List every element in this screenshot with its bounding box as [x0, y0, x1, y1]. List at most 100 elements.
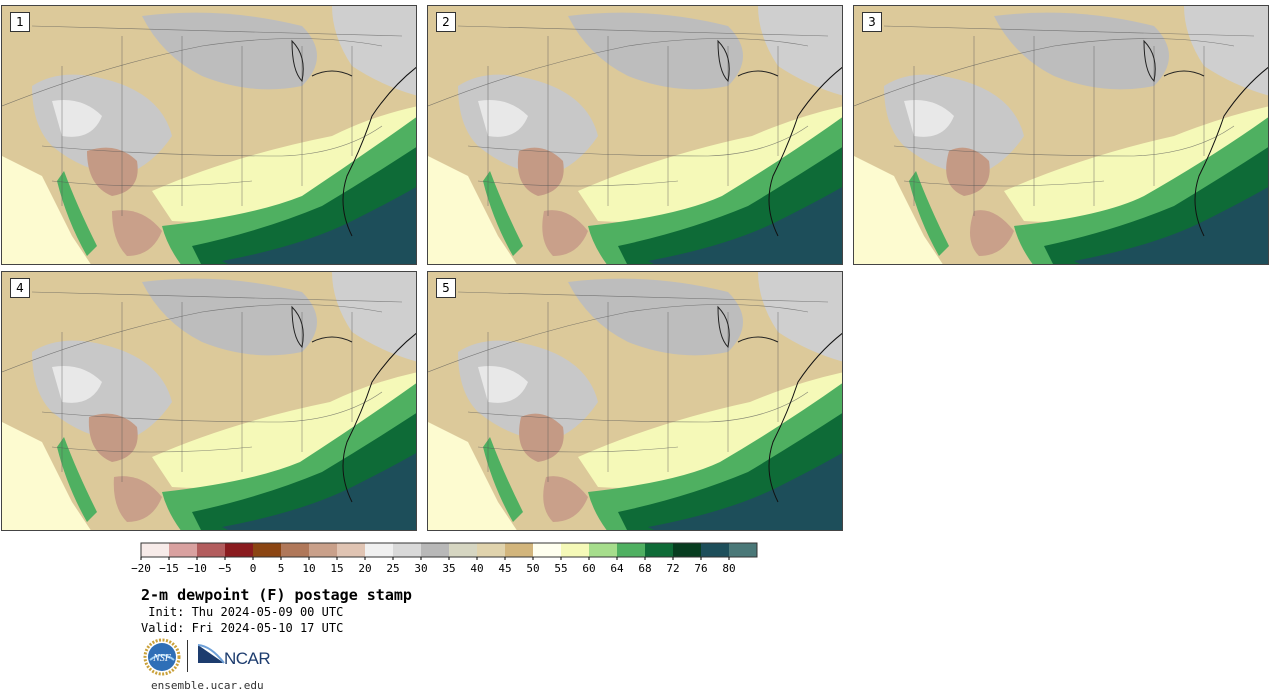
desert-southwest-region — [87, 147, 138, 196]
dry-northeast-region — [758, 6, 842, 96]
pacific-ocean-region — [2, 156, 91, 264]
colorbar-tick-label: 0 — [250, 562, 257, 575]
colorbar-tick-label: −15 — [159, 562, 179, 575]
init-time: Init: Thu 2024-05-09 00 UTC — [141, 605, 344, 619]
colorbar-tick-label: 10 — [302, 562, 315, 575]
dry-northeast-region — [332, 6, 416, 96]
east-coastline — [768, 332, 842, 503]
mexico-plateau-region — [970, 210, 1014, 256]
colorbar-tick-label: 68 — [638, 562, 651, 575]
colorbar-swatch — [393, 543, 421, 557]
colorbar-swatch — [561, 543, 589, 557]
dry-northeast-region — [332, 272, 416, 362]
colorbar-tick-label: 5 — [278, 562, 285, 575]
colorbar-swatch — [169, 543, 197, 557]
colorbar-swatch — [617, 543, 645, 557]
dewpoint-map — [428, 272, 842, 530]
state-border — [903, 180, 1105, 187]
colorbar-swatch — [197, 543, 225, 557]
dry-north-region — [568, 12, 743, 90]
postage-stamp-map-2: 2 — [427, 5, 843, 265]
mexico-plateau-region — [542, 210, 588, 256]
member-label-5: 5 — [436, 278, 456, 298]
colorbar-tick-label: 25 — [386, 562, 399, 575]
colorbar-tick-label: 60 — [582, 562, 595, 575]
state-border — [893, 125, 1235, 157]
baja-coast-region — [57, 437, 97, 522]
postage-stamp-map-1: 1 — [1, 5, 417, 265]
dewpoint-map — [2, 6, 416, 264]
nsf-logo-icon: NSF — [143, 638, 181, 676]
east-coastline — [768, 66, 842, 237]
desert-southwest-region — [946, 147, 990, 196]
lake-erie-outline — [737, 70, 779, 77]
dry-west-region — [884, 74, 1024, 176]
colorbar-tick-label: 45 — [498, 562, 511, 575]
ncar-logo-icon — [197, 644, 225, 664]
very-dry-region — [52, 366, 102, 403]
baja-coast-region — [909, 171, 949, 256]
state-border — [477, 446, 679, 453]
postage-stamp-map-4: 4 — [1, 271, 417, 531]
state-border — [51, 446, 253, 453]
great-lakes-outline — [717, 39, 730, 83]
great-lakes-outline — [1143, 39, 1156, 83]
dry-northeast-region — [758, 272, 842, 362]
desert-southwest-region — [88, 413, 138, 462]
lake-erie-outline — [311, 336, 353, 343]
pacific-ocean-region — [854, 156, 943, 264]
colorbar-swatch — [533, 543, 561, 557]
website-url: ensemble.ucar.edu — [151, 679, 264, 692]
gulf-of-mexico-region — [222, 187, 416, 264]
colorbar-swatch — [281, 543, 309, 557]
dry-west-region — [458, 74, 598, 176]
very-dry-region — [478, 366, 528, 403]
mexico-plateau-region — [113, 476, 162, 522]
state-border — [51, 180, 253, 187]
desert-southwest-region — [517, 147, 564, 196]
mexico-plateau-region — [543, 476, 588, 522]
colorbar-swatch — [729, 543, 757, 557]
valid-time: Valid: Fri 2024-05-10 17 UTC — [141, 621, 344, 635]
state-border — [457, 25, 829, 37]
colorbar-tick-label: −5 — [218, 562, 231, 575]
state-border — [31, 291, 403, 303]
colorbar-swatch — [141, 543, 169, 557]
great-lakes-outline — [717, 305, 730, 349]
east-coastline — [342, 66, 416, 237]
colorbar-tick-label: 76 — [694, 562, 707, 575]
lake-erie-outline — [737, 336, 779, 343]
pacific-ocean-region — [2, 422, 91, 530]
dry-west-region — [458, 340, 598, 442]
state-border — [31, 25, 403, 37]
member-label-3: 3 — [862, 12, 882, 32]
colorbar-swatch — [505, 543, 533, 557]
gulf-of-mexico-region — [222, 453, 416, 530]
very-dry-region — [904, 100, 954, 137]
member-label-1: 1 — [10, 12, 30, 32]
dry-west-region — [32, 74, 172, 176]
baja-coast-region — [483, 171, 523, 256]
pacific-ocean-region — [428, 156, 517, 264]
logo-separator — [187, 640, 188, 672]
state-border — [457, 291, 829, 303]
svg-text:NSF: NSF — [152, 653, 172, 664]
gulf-of-mexico-region — [648, 187, 842, 264]
colorbar-swatch — [589, 543, 617, 557]
colorbar-tick-label: 80 — [722, 562, 735, 575]
gulf-of-mexico-region — [648, 453, 842, 530]
colorbar-swatch — [365, 543, 393, 557]
colorbar-swatch — [449, 543, 477, 557]
colorbar-swatch — [225, 543, 253, 557]
dewpoint-map — [2, 272, 416, 530]
dry-north-region — [142, 12, 317, 90]
mexico-plateau-region — [112, 210, 162, 256]
colorbar-tick-label: 55 — [554, 562, 567, 575]
postage-stamp-map-3: 3 — [853, 5, 1269, 265]
moist-band-region — [578, 106, 842, 222]
colorbar-swatch — [309, 543, 337, 557]
state-border — [467, 125, 809, 157]
colorbar-swatch — [701, 543, 729, 557]
member-label-2: 2 — [436, 12, 456, 32]
moist-band-region — [152, 372, 416, 488]
